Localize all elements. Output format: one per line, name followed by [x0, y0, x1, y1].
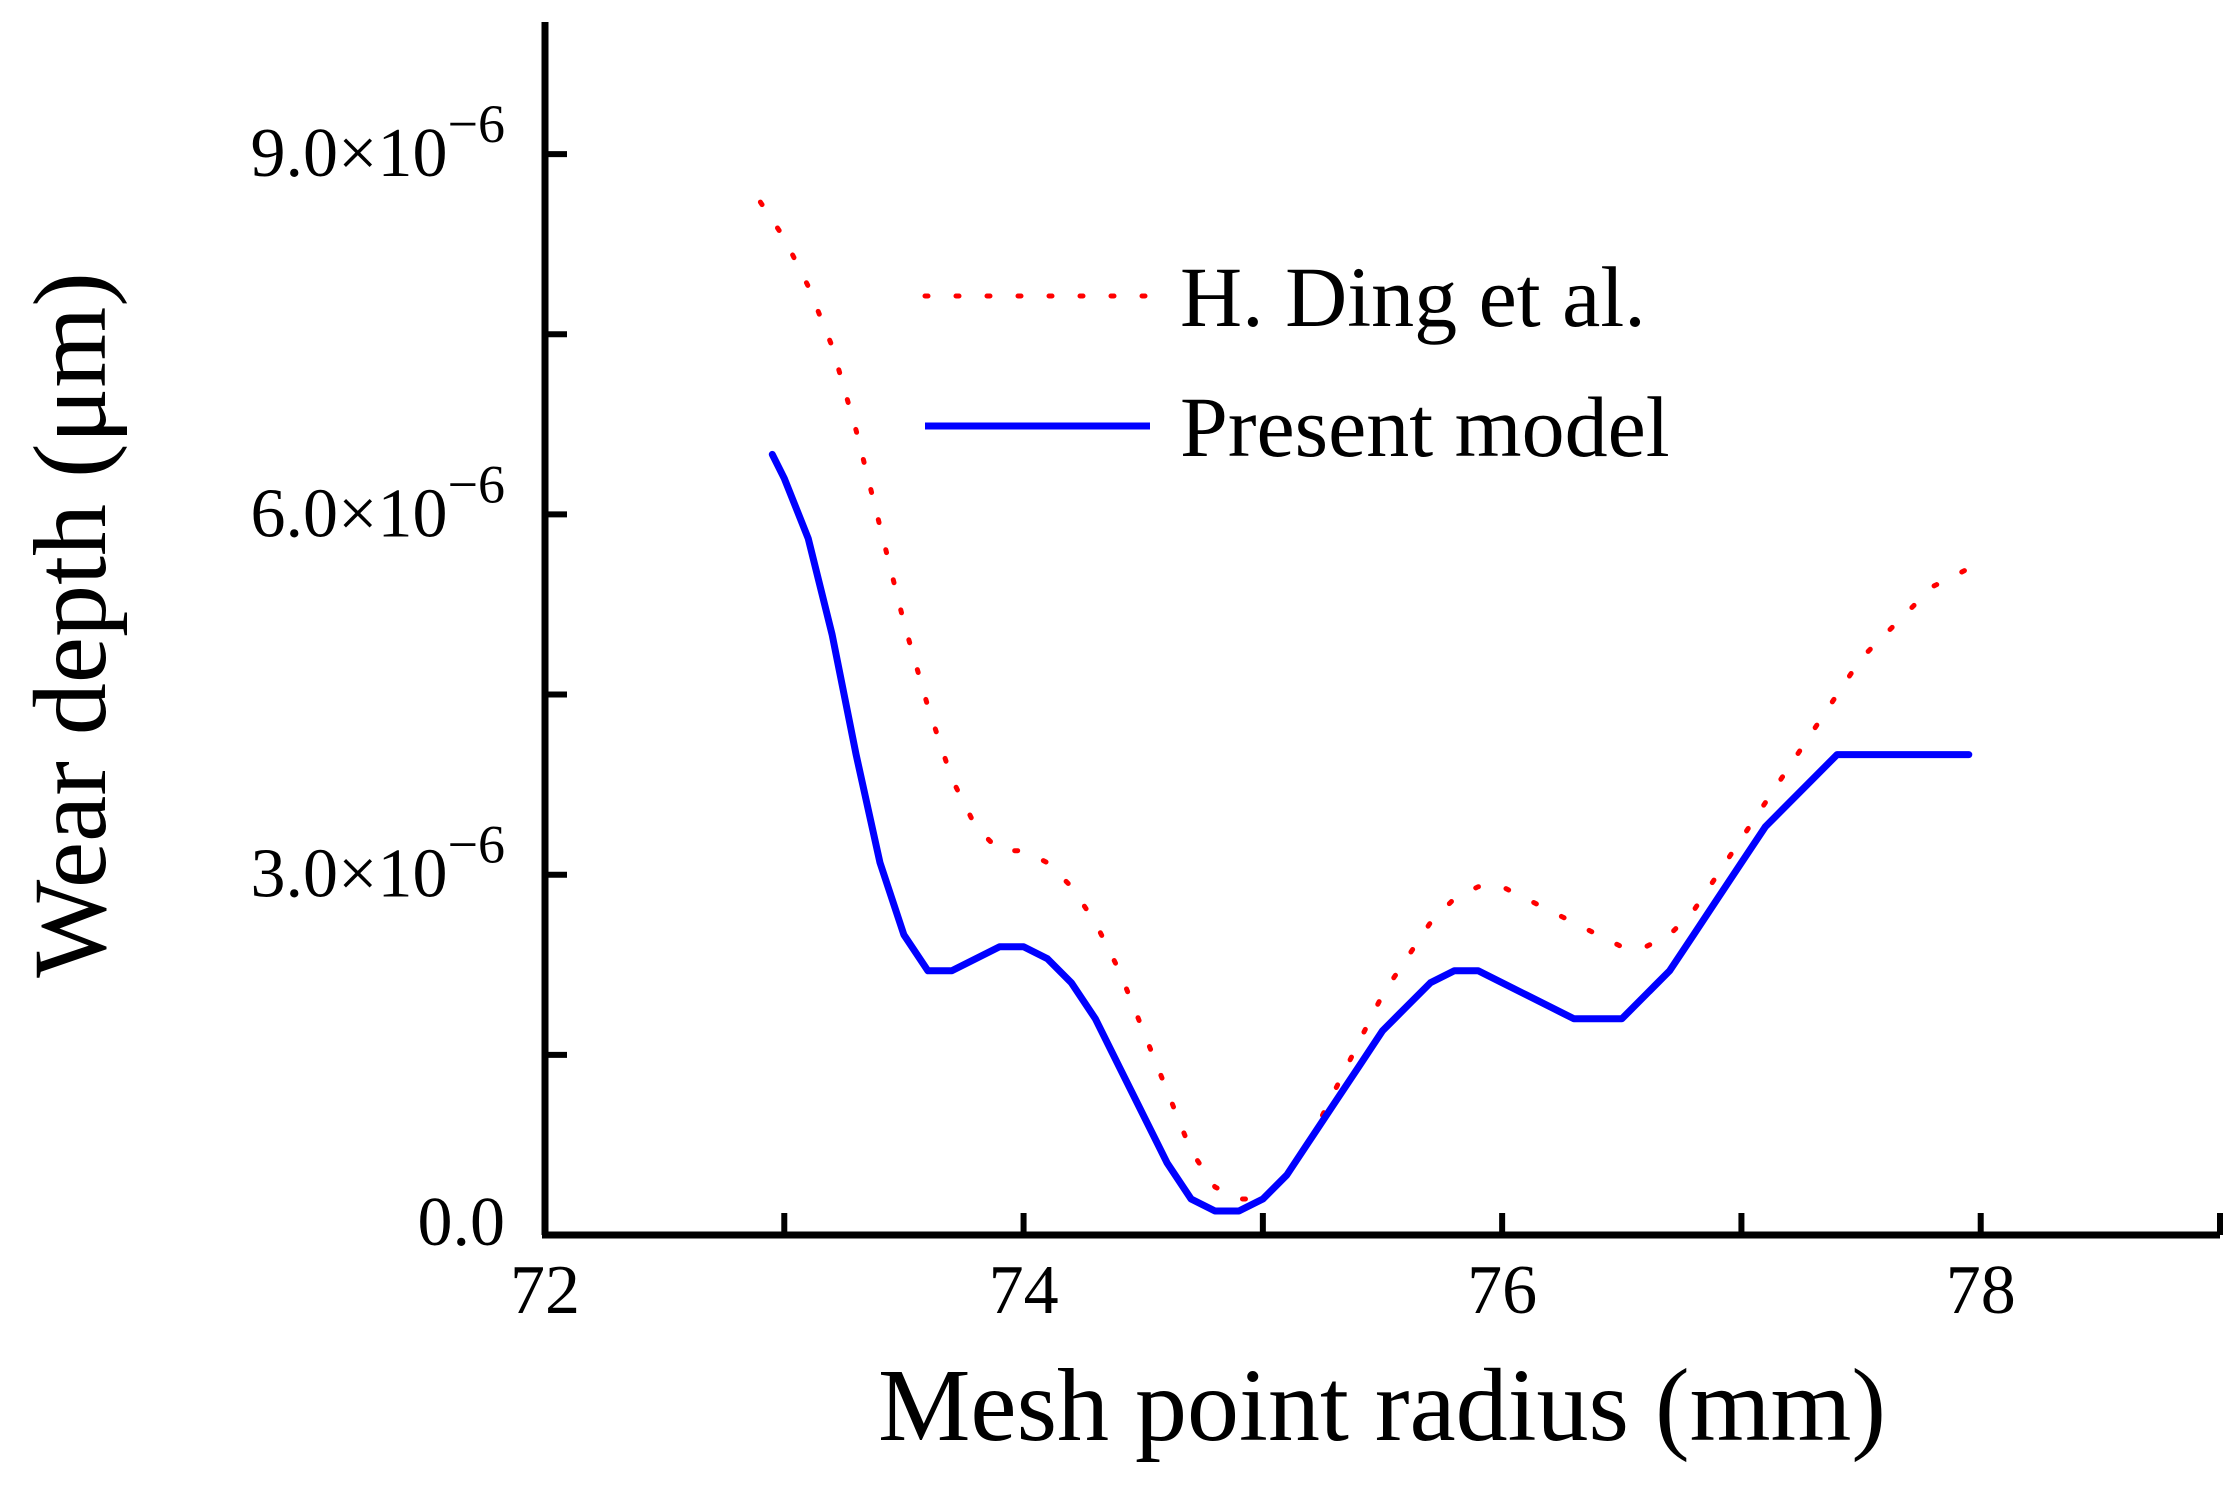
- y-axis-title: Wear depth (μm): [13, 272, 128, 978]
- series-layer: [757, 199, 1984, 1215]
- ticks-layer: 72 74 76 78 0.0 3.0×10−6 6.0×10−6 9.0×10−6: [251, 94, 2223, 1329]
- y-tick-label-2: 6.0×10−6: [251, 454, 505, 552]
- labels-layer: Mesh point radius (mm) Wear depth (μm): [13, 272, 1886, 1463]
- x-tick-label-2: 76: [1467, 1252, 1537, 1329]
- legend: H. Ding et al. Present model: [922, 249, 1670, 475]
- x-tick-label-1: 74: [989, 1252, 1059, 1329]
- legend-label-present: Present model: [1180, 379, 1670, 475]
- y-tick-label-0: 0.0: [418, 1184, 506, 1261]
- x-axis-title: Mesh point radius (mm): [878, 1348, 1886, 1463]
- legend-label-ding: H. Ding et al.: [1180, 249, 1646, 345]
- y-tick-label-3: 9.0×10−6: [251, 94, 505, 192]
- x-tick-label-0: 72: [510, 1252, 580, 1329]
- y-tick-label-1: 3.0×10−6: [251, 815, 505, 913]
- x-tick-label-3: 78: [1946, 1252, 2016, 1329]
- axes-layer: [541, 22, 2220, 1239]
- series-line-1: [768, 450, 1973, 1215]
